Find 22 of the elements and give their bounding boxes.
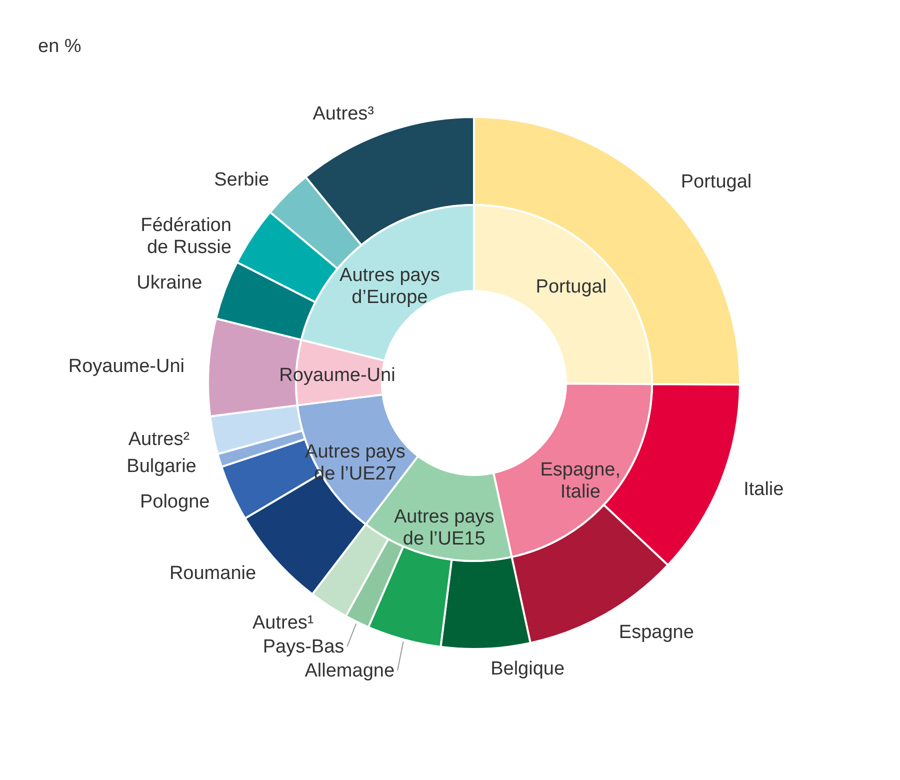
chart-title: en % [38,36,82,57]
slice-label: Fédération de Russie [140,215,232,258]
slice-label: Autres¹ [252,612,314,634]
slice-label: Ukraine [136,272,202,294]
slice-label: Autres³ [312,104,374,125]
slice-label: Belgique [490,658,565,680]
slice-label: Bulgarie [126,456,196,478]
slice-label: Portugal [680,171,752,192]
slice-label: Royaume-Uni [279,364,396,386]
slice-label: Portugal [536,276,607,298]
slice-label: Autres pays de l’UE15 [394,506,494,550]
slice-label: Autres² [128,429,190,450]
slice-label: Pologne [140,492,210,513]
slice-label: Espagne, Italie [540,459,621,502]
slice-label: Royaume-Uni [68,356,185,377]
slice-label: Italie [744,479,784,500]
slice-label: Autres pays d’Europe [340,265,440,308]
slice-label: Pays-Bas [262,636,344,658]
slice-label: Allemagne [304,660,395,682]
slice-label: Roumanie [169,562,256,584]
slice-label: Serbie [214,170,270,190]
slice-label: Espagne [618,622,694,643]
